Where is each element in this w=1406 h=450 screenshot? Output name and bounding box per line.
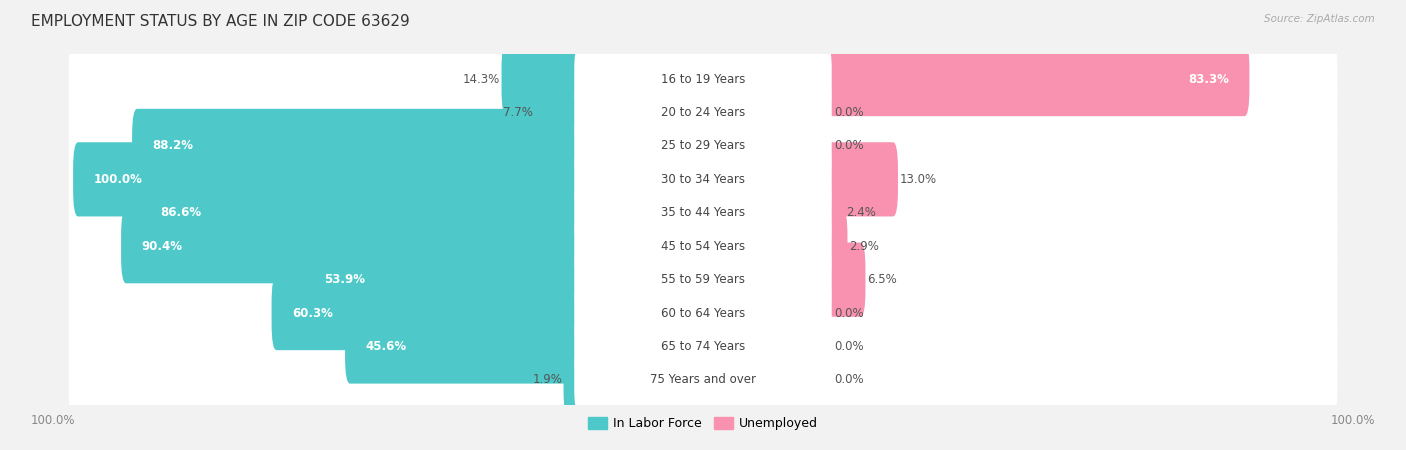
FancyBboxPatch shape <box>574 116 832 176</box>
FancyBboxPatch shape <box>69 148 1337 211</box>
FancyBboxPatch shape <box>132 109 583 183</box>
FancyBboxPatch shape <box>69 48 1337 111</box>
Text: 88.2%: 88.2% <box>153 140 194 153</box>
Text: 25 to 29 Years: 25 to 29 Years <box>661 140 745 153</box>
Text: 45.6%: 45.6% <box>366 340 406 353</box>
FancyBboxPatch shape <box>69 114 1337 177</box>
FancyBboxPatch shape <box>823 209 848 284</box>
FancyBboxPatch shape <box>121 209 583 284</box>
Text: 7.7%: 7.7% <box>503 106 533 119</box>
Text: 13.0%: 13.0% <box>900 173 936 186</box>
FancyBboxPatch shape <box>574 316 832 377</box>
Text: 6.5%: 6.5% <box>866 273 897 286</box>
FancyBboxPatch shape <box>69 181 1337 244</box>
FancyBboxPatch shape <box>574 283 832 343</box>
FancyBboxPatch shape <box>574 182 832 243</box>
Text: 0.0%: 0.0% <box>834 306 863 320</box>
Text: 100.0%: 100.0% <box>94 173 142 186</box>
FancyBboxPatch shape <box>574 82 832 143</box>
FancyBboxPatch shape <box>344 310 583 383</box>
FancyBboxPatch shape <box>823 142 898 216</box>
Text: 100.0%: 100.0% <box>31 414 76 428</box>
FancyBboxPatch shape <box>271 276 583 350</box>
Text: 14.3%: 14.3% <box>463 72 501 86</box>
Text: 16 to 19 Years: 16 to 19 Years <box>661 72 745 86</box>
Text: 75 Years and over: 75 Years and over <box>650 374 756 387</box>
FancyBboxPatch shape <box>534 76 583 149</box>
Text: 0.0%: 0.0% <box>834 340 863 353</box>
Text: 90.4%: 90.4% <box>142 240 183 253</box>
FancyBboxPatch shape <box>69 215 1337 278</box>
FancyBboxPatch shape <box>574 350 832 410</box>
Text: 0.0%: 0.0% <box>834 106 863 119</box>
FancyBboxPatch shape <box>502 42 583 116</box>
FancyBboxPatch shape <box>823 243 866 317</box>
Text: 0.0%: 0.0% <box>834 140 863 153</box>
FancyBboxPatch shape <box>69 315 1337 378</box>
Text: 86.6%: 86.6% <box>160 206 202 219</box>
FancyBboxPatch shape <box>574 249 832 310</box>
Legend: In Labor Force, Unemployed: In Labor Force, Unemployed <box>588 417 818 430</box>
Text: 60 to 64 Years: 60 to 64 Years <box>661 306 745 320</box>
FancyBboxPatch shape <box>69 348 1337 411</box>
Text: 100.0%: 100.0% <box>1330 414 1375 428</box>
FancyBboxPatch shape <box>69 81 1337 144</box>
FancyBboxPatch shape <box>574 49 832 109</box>
FancyBboxPatch shape <box>69 282 1337 345</box>
FancyBboxPatch shape <box>69 248 1337 311</box>
Text: 20 to 24 Years: 20 to 24 Years <box>661 106 745 119</box>
FancyBboxPatch shape <box>304 243 583 317</box>
Text: 1.9%: 1.9% <box>533 374 562 387</box>
FancyBboxPatch shape <box>73 142 583 216</box>
FancyBboxPatch shape <box>141 176 583 250</box>
Text: 45 to 54 Years: 45 to 54 Years <box>661 240 745 253</box>
Text: 2.4%: 2.4% <box>846 206 876 219</box>
Text: 2.9%: 2.9% <box>849 240 879 253</box>
FancyBboxPatch shape <box>574 216 832 277</box>
FancyBboxPatch shape <box>574 149 832 210</box>
Text: Source: ZipAtlas.com: Source: ZipAtlas.com <box>1264 14 1375 23</box>
FancyBboxPatch shape <box>823 176 845 250</box>
Text: 53.9%: 53.9% <box>325 273 366 286</box>
Text: 0.0%: 0.0% <box>834 374 863 387</box>
Text: 30 to 34 Years: 30 to 34 Years <box>661 173 745 186</box>
FancyBboxPatch shape <box>564 343 583 417</box>
Text: 55 to 59 Years: 55 to 59 Years <box>661 273 745 286</box>
FancyBboxPatch shape <box>823 42 1250 116</box>
Text: EMPLOYMENT STATUS BY AGE IN ZIP CODE 63629: EMPLOYMENT STATUS BY AGE IN ZIP CODE 636… <box>31 14 409 28</box>
Text: 65 to 74 Years: 65 to 74 Years <box>661 340 745 353</box>
Text: 35 to 44 Years: 35 to 44 Years <box>661 206 745 219</box>
Text: 83.3%: 83.3% <box>1188 72 1229 86</box>
Text: 60.3%: 60.3% <box>292 306 333 320</box>
